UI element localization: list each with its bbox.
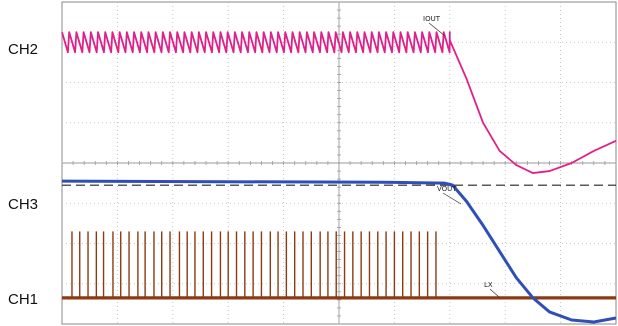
iout-label: IOUT	[423, 15, 441, 23]
vout-label: VOUT	[437, 185, 457, 193]
iout-label-leader	[428, 22, 446, 37]
ch3-label: CH3	[8, 196, 38, 213]
lx-label: LX	[484, 281, 493, 289]
ch1-label: CH1	[8, 291, 38, 308]
labels: CH2 CH3 CH1 IOUT VOUT LX	[8, 15, 500, 308]
vout-label-leader	[442, 192, 462, 205]
traces	[61, 31, 617, 324]
iout-trace	[61, 31, 617, 174]
ch2-label: CH2	[8, 41, 38, 58]
lx-label-leader	[489, 288, 500, 298]
vout-trace	[61, 179, 617, 324]
